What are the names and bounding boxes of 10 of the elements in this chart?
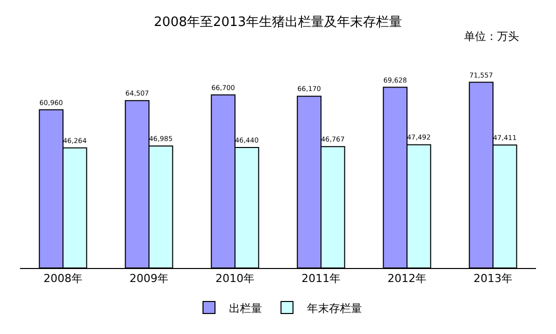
x-tick-label: 2008年 bbox=[44, 272, 82, 286]
text: 单位：万头 bbox=[464, 30, 519, 43]
x-tick-label: 2012年 bbox=[388, 272, 426, 286]
chart-title: 2008年至2013年生猪出栏量及年末存栏量 bbox=[154, 14, 402, 30]
x-tick-label: 2011年 bbox=[302, 272, 340, 286]
x-tick-label: 2013年 bbox=[474, 272, 512, 286]
x-tick-label: 2010年 bbox=[216, 272, 254, 286]
x-tick-label: 2009年 bbox=[130, 272, 168, 286]
legend-label: 年末存栏量 bbox=[307, 302, 362, 315]
legend-label: 出栏量 bbox=[229, 302, 262, 315]
